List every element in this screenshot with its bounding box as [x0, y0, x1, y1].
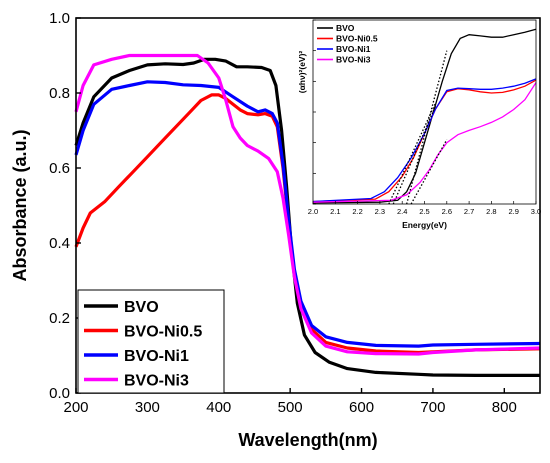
- x-tick-label: 200: [63, 399, 88, 416]
- inset-x-tick-label: 2.9: [508, 207, 518, 216]
- legend-label-bvo-ni1: BVO-Ni1: [124, 348, 189, 365]
- inset-fit-line: [388, 102, 437, 205]
- series-line-bvo-ni0-5: [74, 93, 541, 355]
- inset-x-ticks: 2.0 2.1 2.2 2.3 2.4 2.5 2.6 2.7 2.8 2.9 3.0: [308, 201, 541, 216]
- x-tick-label: 500: [278, 399, 303, 416]
- inset-x-tick-label: 2.0: [308, 207, 318, 216]
- inset-legend-label-bvo-ni3: BVO-Ni3: [336, 55, 371, 65]
- inset-x-tick-label: 2.7: [464, 207, 474, 216]
- inset-series-line-bvo-ni1: [312, 78, 537, 203]
- inset-fit-lines: [388, 50, 448, 205]
- y-tick-label: 1.0: [49, 10, 70, 27]
- inset-legend-label-bvo: BVO: [336, 23, 355, 33]
- inset-x-tick-label: 3.0: [531, 207, 541, 216]
- inset-x-tick-label: 2.4: [397, 207, 407, 216]
- inset-x-tick-label: 2.8: [486, 207, 496, 216]
- x-axis-title: Wavelength(nm): [238, 430, 377, 450]
- inset-legend-label-bvo-ni0-5: BVO-Ni0.5: [336, 34, 378, 44]
- y-tick-label: 0.8: [49, 85, 70, 102]
- series-line-bvo-ni3: [74, 53, 541, 356]
- series-line-bvo: [74, 57, 540, 377]
- legend-label-bvo-ni3: BVO-Ni3: [124, 373, 189, 390]
- legend-label-bvo-ni0-5: BVO-Ni0.5: [124, 324, 202, 341]
- y-axis-title: Absorbance (a.u.): [10, 129, 30, 281]
- inset-y-axis-title: (αhν)²(eV)²: [297, 51, 307, 94]
- inset-x-tick-label: 2.3: [375, 207, 385, 216]
- inset-series-line-bvo: [312, 28, 537, 204]
- inset-x-tick-label: 2.6: [442, 207, 452, 216]
- legend-label-bvo: BVO: [124, 299, 159, 316]
- main-legend: BVO BVO-Ni0.5 BVO-Ni1 BVO-Ni3: [77, 289, 225, 394]
- x-tick-label: 800: [492, 399, 517, 416]
- inset-series-group: [312, 28, 537, 204]
- x-tick-label: 300: [135, 399, 160, 416]
- inset-series-line-bvo-ni0-5: [312, 79, 537, 203]
- main-plot-frame: [75, 17, 541, 394]
- series-line-bvo-ni1: [74, 80, 541, 348]
- y-tick-label: 0.0: [49, 385, 70, 402]
- inset-y-ticks: [313, 19, 316, 205]
- main-y-ticks: 0.0 0.2 0.4 0.6 0.8 1.0: [49, 10, 81, 402]
- y-tick-label: 0.2: [49, 310, 70, 327]
- main-x-ticks: 200 300 400 500 600 700 800: [63, 388, 517, 416]
- inset-x-axis-title: Energy(eV): [402, 220, 447, 230]
- inset-x-tick-label: 2.5: [419, 207, 429, 216]
- main-series-group: [74, 53, 541, 377]
- inset-background: [313, 20, 536, 204]
- inset-fit-line: [392, 105, 437, 205]
- inset-legend-label-bvo-ni1: BVO-Ni1: [336, 44, 371, 54]
- x-tick-label: 700: [420, 399, 445, 416]
- inset-x-tick-label: 2.2: [352, 207, 362, 216]
- inset-plot: 2.0 2.1 2.2 2.3 2.4 2.5 2.6 2.7 2.8 2.9 3.0 Energy…: [297, 19, 541, 230]
- y-tick-label: 0.4: [49, 235, 70, 252]
- main-plot: 200 300 400 500 600 700 800 0.0 0.2 0.4 0.6 0.8 1.0…: [10, 10, 541, 450]
- inset-series-line-bvo-ni3: [312, 82, 537, 203]
- x-tick-label: 600: [349, 399, 374, 416]
- y-tick-label: 0.6: [49, 160, 70, 177]
- inset-x-tick-label: 2.1: [330, 207, 340, 216]
- x-tick-label: 400: [206, 399, 231, 416]
